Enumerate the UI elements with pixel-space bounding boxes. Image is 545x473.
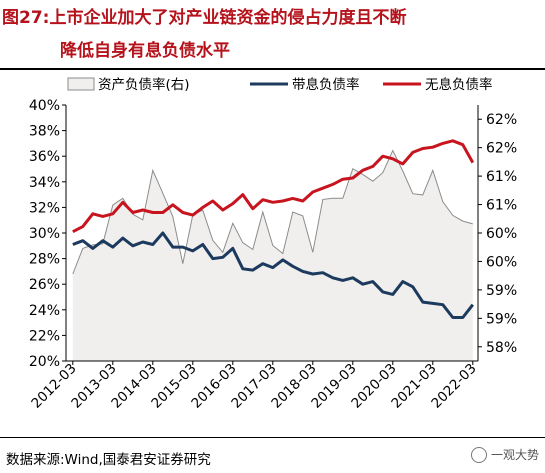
area-series-asset-liability — [72, 150, 473, 361]
left-tick-label: 22% — [29, 328, 60, 344]
wechat-icon — [470, 446, 487, 463]
legend-swatch-area — [67, 77, 95, 91]
watermark-text: 一观大势 — [490, 448, 539, 462]
watermark: 一观大势 — [470, 446, 539, 463]
right-tick-label: 61% — [486, 169, 517, 185]
left-tick-label: 34% — [29, 175, 60, 191]
right-tick-label: 60% — [486, 226, 517, 242]
x-tick-label: 2022-03 — [428, 361, 479, 412]
right-tick-label: 60% — [486, 254, 517, 270]
left-tick-label: 36% — [29, 149, 60, 165]
left-tick-label: 24% — [29, 303, 60, 319]
left-tick-label: 40% — [29, 98, 60, 114]
left-tick-label: 26% — [29, 277, 60, 293]
chart-canvas: 资产负债率(右) 带息负债率 无息负债率 40% 38% 36% 34% 32% 30% 28% 2… — [28, 76, 517, 412]
left-tick-label: 38% — [29, 124, 60, 140]
left-tick-label: 30% — [29, 226, 60, 242]
right-tick-label: 62% — [486, 112, 517, 128]
area-series-outline — [72, 149, 473, 275]
legend-label-noninterest: 无息负债率 — [425, 76, 493, 93]
right-tick-label: 59% — [486, 283, 517, 299]
line-series-noninterest-debt — [72, 139, 475, 234]
title-rule — [0, 68, 545, 70]
figure-title-line2: 降低自身有息负债水平 — [60, 41, 230, 61]
figure-title-line1: 图27:上市企业加大了对产业链资金的侵占力度且不断 — [2, 8, 407, 28]
source-note: 数据来源:Wind,国泰君安证券研究 — [6, 452, 211, 468]
legend: 资产负债率(右) 带息负债率 无息负债率 — [67, 76, 493, 93]
source-rule — [0, 437, 545, 438]
left-tick-label: 20% — [29, 354, 60, 370]
legend-label-interest: 带息负债率 — [292, 76, 360, 93]
left-tick-label: 28% — [29, 252, 60, 268]
figure-title: 图27:上市企业加大了对产业链资金的侵占力度且不断 降低自身有息负债水平 — [2, 2, 542, 68]
right-tick-label: 62% — [486, 141, 517, 157]
line-series-interest-debt — [72, 231, 474, 319]
right-tick-label: 58% — [486, 340, 517, 356]
legend-label-area: 资产负债率(右) — [98, 76, 190, 93]
right-tick-label: 61% — [486, 198, 517, 214]
left-tick-label: 32% — [29, 200, 60, 216]
right-tick-label: 59% — [486, 311, 517, 327]
